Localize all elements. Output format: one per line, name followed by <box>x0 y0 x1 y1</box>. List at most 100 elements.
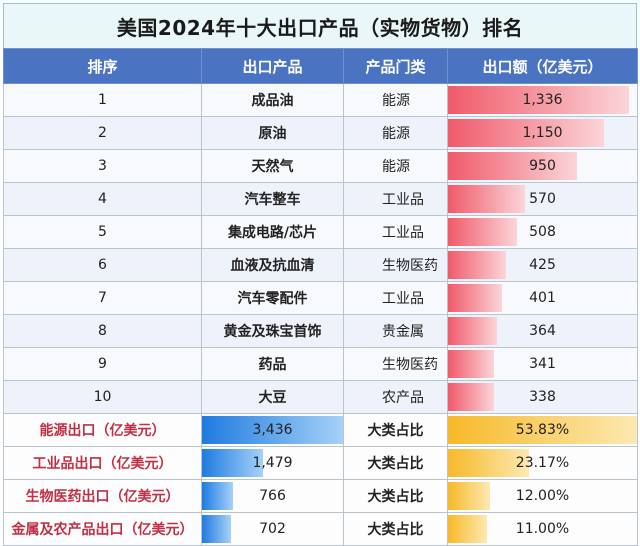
ratio-label: 大类占比 <box>343 479 448 513</box>
export-value-cell: 1,336 <box>447 83 638 117</box>
export-value-bar <box>448 185 526 213</box>
rank-cell: 7 <box>3 281 202 315</box>
product-cell: 成品油 <box>201 83 344 117</box>
ratio-cell: 12.00% <box>447 479 638 513</box>
export-value-text: 401 <box>529 290 556 306</box>
category-cell: 能源 <box>343 83 448 117</box>
table-row: 3 天然气 能源 950 <box>3 149 638 183</box>
category-cell: 贵金属 <box>343 314 448 348</box>
header-rank: 排序 <box>3 48 202 84</box>
product-cell: 血液及抗血清 <box>201 248 344 282</box>
summary-value-cell: 766 <box>201 479 344 513</box>
ratio-text: 53.83% <box>515 422 570 438</box>
ratio-text: 11.00% <box>515 521 570 537</box>
summary-label: 工业品出口（亿美元） <box>3 446 202 480</box>
product-cell: 天然气 <box>201 149 344 183</box>
rank-cell: 1 <box>3 83 202 117</box>
summary-value-cell: 3,436 <box>201 413 344 447</box>
export-value-text: 364 <box>529 323 556 339</box>
product-cell: 大豆 <box>201 380 344 414</box>
export-value-bar <box>448 284 503 312</box>
table-row: 10 大豆 农产品 338 <box>3 380 638 414</box>
category-cell: 生物医药 <box>343 248 448 282</box>
rank-cell: 2 <box>3 116 202 150</box>
category-cell: 能源 <box>343 116 448 150</box>
summary-value-text: 702 <box>259 521 286 537</box>
ranking-table: 排序 出口产品 产品门类 出口额（亿美元） 1 成品油 能源 1,336 2 原油 能源 1,… <box>3 48 638 546</box>
table-row: 2 原油 能源 1,150 <box>3 116 638 150</box>
table-title: 美国2024年十大出口产品（实物货物）排名 <box>3 3 637 48</box>
summary-row: 能源出口（亿美元） 3,436 大类占比 53.83% <box>3 413 638 447</box>
ratio-label: 大类占比 <box>343 446 448 480</box>
category-cell: 农产品 <box>343 380 448 414</box>
export-value-text: 341 <box>529 356 556 372</box>
rank-cell: 6 <box>3 248 202 282</box>
ranking-table-panel: 美国2024年十大出口产品（实物货物）排名 排序 出口产品 产品门类 出口额（亿… <box>3 3 638 546</box>
summary-label: 能源出口（亿美元） <box>3 413 202 447</box>
product-cell: 黄金及珠宝首饰 <box>201 314 344 348</box>
ratio-bar <box>448 482 491 510</box>
ratio-bar <box>448 449 530 477</box>
export-value-cell: 570 <box>447 182 638 216</box>
table-row: 1 成品油 能源 1,336 <box>3 83 638 117</box>
rank-cell: 9 <box>3 347 202 381</box>
rank-cell: 8 <box>3 314 202 348</box>
export-value-bar <box>448 350 495 378</box>
table-row: 9 药品 生物医药 341 <box>3 347 638 381</box>
ratio-cell: 53.83% <box>447 413 638 447</box>
ratio-text: 23.17% <box>515 455 570 471</box>
summary-label: 金属及农产品出口（亿美元） <box>3 512 202 546</box>
export-value-text: 570 <box>529 191 556 207</box>
category-cell: 工业品 <box>343 281 448 315</box>
rank-cell: 10 <box>3 380 202 414</box>
export-value-text: 950 <box>529 158 556 174</box>
export-value-cell: 950 <box>447 149 638 183</box>
category-cell: 生物医药 <box>343 347 448 381</box>
summary-value-text: 3,436 <box>252 422 293 438</box>
table-row: 6 血液及抗血清 生物医药 425 <box>3 248 638 282</box>
category-cell: 能源 <box>343 149 448 183</box>
rank-cell: 3 <box>3 149 202 183</box>
product-cell: 原油 <box>201 116 344 150</box>
export-value-cell: 425 <box>447 248 638 282</box>
export-value-text: 1,336 <box>522 92 563 108</box>
category-cell: 工业品 <box>343 182 448 216</box>
table-row: 4 汽车整车 工业品 570 <box>3 182 638 216</box>
export-value-bar <box>448 86 630 114</box>
ratio-label: 大类占比 <box>343 512 448 546</box>
summary-value-cell: 702 <box>201 512 344 546</box>
summary-value-bar <box>202 482 234 510</box>
ratio-cell: 11.00% <box>447 512 638 546</box>
export-value-bar <box>448 218 517 246</box>
export-value-bar <box>448 152 578 180</box>
summary-value-bar <box>202 416 343 444</box>
export-value-cell: 338 <box>447 380 638 414</box>
export-value-bar <box>448 119 605 147</box>
export-value-cell: 364 <box>447 314 638 348</box>
export-value-cell: 341 <box>447 347 638 381</box>
export-value-text: 425 <box>529 257 556 273</box>
ratio-bar <box>448 416 637 444</box>
export-value-cell: 1,150 <box>447 116 638 150</box>
ratio-bar <box>448 515 487 543</box>
table-row: 7 汽车零配件 工业品 401 <box>3 281 638 315</box>
summary-value-text: 1,479 <box>252 455 293 471</box>
rank-cell: 5 <box>3 215 202 249</box>
summary-row: 工业品出口（亿美元） 1,479 大类占比 23.17% <box>3 446 638 480</box>
export-value-bar <box>448 383 494 411</box>
header-category: 产品门类 <box>343 48 448 84</box>
summary-value-bar <box>202 449 263 477</box>
export-value-text: 338 <box>529 389 556 405</box>
table-row: 8 黄金及珠宝首饰 贵金属 364 <box>3 314 638 348</box>
ratio-cell: 23.17% <box>447 446 638 480</box>
category-cell: 工业品 <box>343 215 448 249</box>
rank-cell: 4 <box>3 182 202 216</box>
export-value-cell: 401 <box>447 281 638 315</box>
export-value-text: 508 <box>529 224 556 240</box>
export-value-cell: 508 <box>447 215 638 249</box>
summary-row: 生物医药出口（亿美元） 766 大类占比 12.00% <box>3 479 638 513</box>
product-cell: 汽车零配件 <box>201 281 344 315</box>
export-value-bar <box>448 251 506 279</box>
summary-label: 生物医药出口（亿美元） <box>3 479 202 513</box>
export-value-text: 1,150 <box>522 125 563 141</box>
